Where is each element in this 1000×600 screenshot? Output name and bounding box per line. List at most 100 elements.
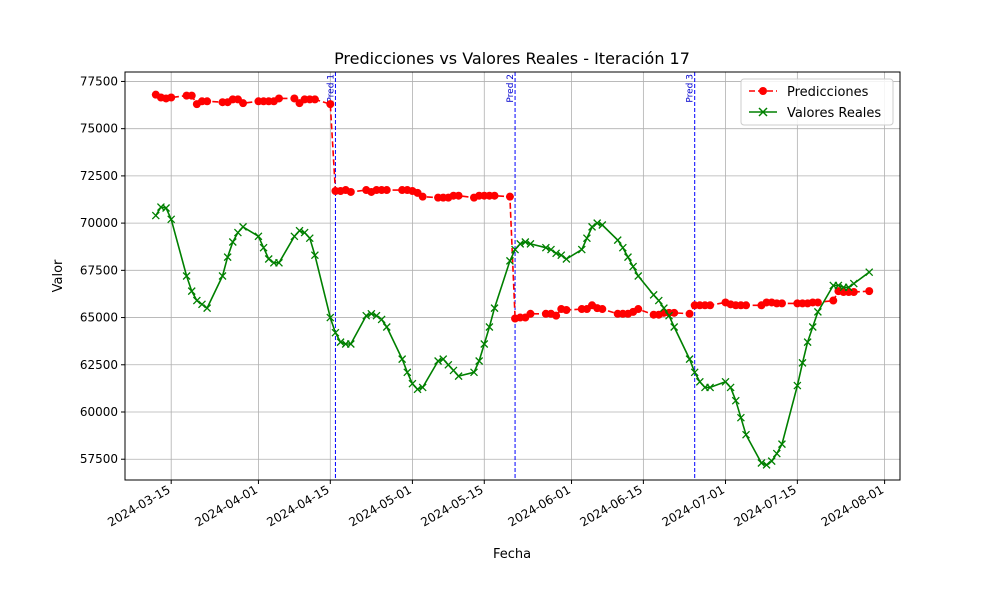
data-point xyxy=(736,413,745,422)
data-point xyxy=(331,328,340,337)
y-tick-label: 65000 xyxy=(80,311,118,325)
data-point xyxy=(526,239,535,248)
data-point xyxy=(259,243,268,252)
data-point xyxy=(777,440,786,449)
prediction-boundary-label: Pred 3 xyxy=(686,74,696,103)
data-point xyxy=(310,251,319,260)
data-point xyxy=(813,307,822,316)
data-point xyxy=(398,355,407,364)
data-point xyxy=(588,222,597,231)
data-point xyxy=(480,340,489,348)
data-point xyxy=(223,253,232,262)
y-tick-label: 70000 xyxy=(80,216,118,230)
prediction-markers: Pred 1 Pred 2 Pred 3 xyxy=(326,72,696,480)
data-point xyxy=(808,323,817,331)
data-point xyxy=(521,238,530,246)
data-point xyxy=(598,221,607,229)
data-point xyxy=(239,222,248,231)
data-point xyxy=(305,234,314,243)
data-point xyxy=(454,372,463,381)
plot-frame xyxy=(124,71,901,481)
data-point xyxy=(552,249,561,258)
data-point xyxy=(198,300,206,309)
y-tick-label: 62500 xyxy=(80,358,118,372)
series-layer xyxy=(151,90,874,469)
data-point xyxy=(706,383,715,392)
data-point xyxy=(577,245,586,254)
legend-label-predicciones: Predicciones xyxy=(787,85,869,100)
data-point xyxy=(192,296,201,305)
data-point xyxy=(413,385,422,394)
data-point xyxy=(541,243,550,252)
data-point xyxy=(690,368,699,377)
data-point xyxy=(382,186,391,195)
data-point xyxy=(659,304,668,313)
data-point xyxy=(274,94,283,103)
data-point xyxy=(849,279,858,288)
data-point xyxy=(670,308,679,317)
data-point xyxy=(382,323,391,331)
y-axis-label: Valor xyxy=(51,259,66,292)
data-point xyxy=(742,301,751,310)
data-point xyxy=(613,236,622,245)
data-point xyxy=(562,306,571,314)
data-point xyxy=(346,187,355,196)
data-point xyxy=(777,299,786,308)
grid xyxy=(125,72,900,480)
data-point xyxy=(470,368,478,377)
data-point xyxy=(634,305,643,314)
data-point xyxy=(834,281,843,290)
data-point xyxy=(865,268,874,277)
data-point xyxy=(418,383,427,392)
data-point xyxy=(290,94,299,103)
data-point xyxy=(264,255,273,263)
data-point xyxy=(372,311,381,320)
data-point xyxy=(239,99,248,108)
data-point xyxy=(367,309,376,318)
data-point xyxy=(490,304,499,313)
data-point xyxy=(362,311,371,320)
y-tick-label: 60000 xyxy=(80,405,118,419)
series-1 xyxy=(151,203,874,469)
data-point xyxy=(218,272,227,280)
data-point xyxy=(187,91,196,100)
data-point xyxy=(403,368,412,377)
data-point xyxy=(798,358,807,367)
data-point xyxy=(336,338,345,347)
data-point xyxy=(475,357,484,365)
y-tick-label: 77500 xyxy=(80,74,118,88)
data-point xyxy=(490,191,499,200)
data-point xyxy=(203,304,212,313)
data-point xyxy=(582,234,591,243)
data-point xyxy=(665,311,673,320)
data-point xyxy=(228,238,237,246)
data-point xyxy=(772,449,781,458)
data-point xyxy=(295,226,304,235)
data-point xyxy=(203,97,212,106)
x-axis-label: Fecha xyxy=(493,547,531,562)
data-point xyxy=(706,301,715,310)
legend-marker-valores-reales xyxy=(758,107,768,117)
data-point xyxy=(526,309,535,318)
data-point xyxy=(762,460,771,469)
data-point xyxy=(685,309,694,318)
data-point xyxy=(151,211,160,220)
data-point xyxy=(803,338,812,347)
data-point xyxy=(485,323,494,331)
data-point xyxy=(454,191,463,200)
data-point xyxy=(670,323,679,331)
data-point xyxy=(629,262,638,271)
data-point xyxy=(162,204,171,212)
data-point xyxy=(552,311,561,320)
data-point xyxy=(418,192,427,201)
data-point xyxy=(726,383,735,392)
data-point xyxy=(187,287,196,296)
chart-title: Predicciones vs Valores Reales - Iteraci… xyxy=(334,49,690,68)
data-point xyxy=(593,219,602,228)
data-point xyxy=(167,215,176,224)
data-point xyxy=(598,305,607,314)
data-point xyxy=(326,313,335,322)
data-point xyxy=(434,357,443,365)
prediction-boundary-label: Pred 1 xyxy=(326,74,336,103)
